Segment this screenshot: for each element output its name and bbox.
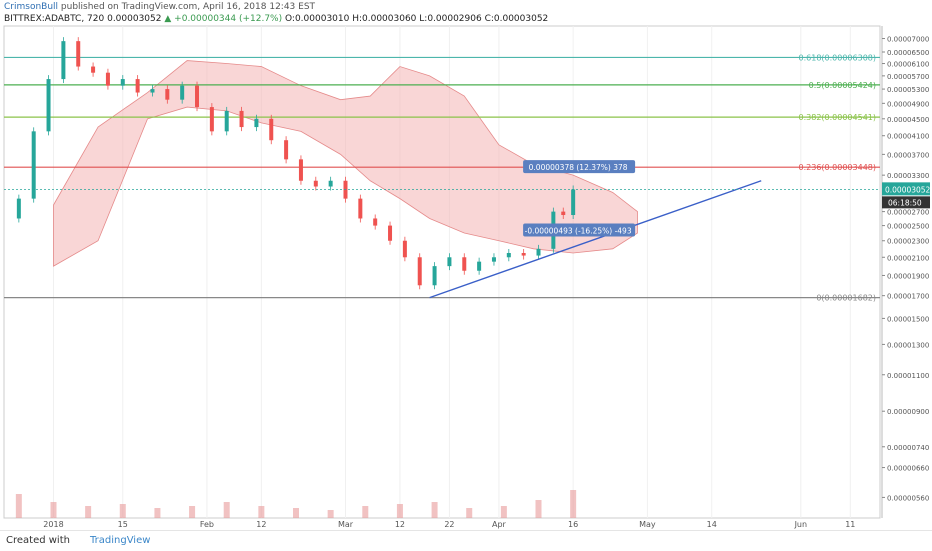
y-tick-label: 0.00006100 (887, 61, 929, 69)
publisher-line: CrimsonBull published on TradingView.com… (4, 2, 315, 12)
measure-badge (523, 223, 636, 237)
trendline[interactable] (429, 180, 762, 299)
y-tick-label: 0.00000660 (887, 465, 929, 473)
author-link[interactable]: CrimsonBull (4, 2, 59, 12)
x-tick-label: 14 (707, 520, 717, 529)
y-tick-label: 0.00005300 (887, 86, 929, 94)
y-tick-label: 0.00001100 (887, 372, 929, 380)
tradingview-brand[interactable]: TradingView (90, 535, 151, 546)
fib-level-label: 0(0.00001682) (816, 294, 876, 303)
y-tick-label: 0.00002300 (887, 238, 929, 246)
ichimoku-cloud (53, 60, 638, 267)
x-tick-label: 15 (118, 520, 128, 529)
last-price: 0.00003052 (107, 14, 162, 24)
x-tick-label: 16 (568, 520, 578, 529)
x-tick-label: Apr (492, 520, 507, 529)
last-price-label: 0.00003052 (885, 185, 931, 194)
x-tick-label: 12 (395, 520, 405, 529)
fib-level-label: 0.618(0.00006308) (799, 53, 877, 62)
x-tick-label: 12 (256, 520, 266, 529)
volume-bar (154, 508, 161, 518)
volume-bar (396, 504, 403, 518)
change-value: +0.00000344 (+12.7%) (174, 14, 283, 24)
measure-badge (523, 160, 636, 174)
created-with-text: Created with (6, 535, 70, 546)
y-tick-label: 0.00001900 (887, 272, 929, 280)
fib-level-label: 0.5(0.00005424) (809, 81, 876, 90)
countdown-label: 06:18:50 (888, 198, 922, 207)
volume-bar (15, 494, 22, 518)
plot-frame (3, 25, 881, 519)
y-tick-label: 0.00004900 (887, 100, 929, 108)
y-tick-label: 0.00000560 (887, 494, 929, 502)
volume-bar (327, 510, 334, 518)
x-tick-label: 2018 (43, 520, 63, 529)
y-tick-label: 0.00000740 (887, 444, 929, 452)
y-tick-label: 0.00002100 (887, 254, 929, 262)
x-tick-label: Feb (200, 520, 214, 529)
volume-bar (189, 506, 196, 518)
y-tick-label: 0.00007000 (887, 36, 929, 44)
volume-bar (258, 506, 265, 518)
volume-bar (500, 506, 507, 518)
y-tick-label: 0.00001700 (887, 293, 929, 301)
measure-label: -0.00000493 (-16.25%) -493 (525, 227, 632, 236)
last-price-badge (882, 182, 930, 196)
y-tick-label: 0.00005700 (887, 73, 929, 81)
price-chart[interactable]: 2018 15 Feb 12 Mar 12 22 Apr 16 May 14 Jun 11 0.00007… (0, 0, 932, 530)
volume-bar (362, 506, 369, 518)
y-tick-label: 0.00003300 (887, 172, 929, 180)
measure-label: 0.00000378 (12.37%) 378 (529, 163, 628, 172)
published-text: published on TradingView.com, April 16, … (60, 2, 316, 12)
x-tick-label: 11 (845, 520, 855, 529)
fib-level-label: 0.236(0.00003448) (799, 163, 877, 172)
volume-bar (570, 490, 577, 518)
symbol[interactable]: BITTREX:ADABTC, 720 (4, 14, 105, 24)
y-tick-label: 0.00000900 (887, 408, 929, 416)
volume-bar (431, 502, 438, 518)
symbol-line: BITTREX:ADABTC, 720 0.00003052 ▲ +0.0000… (4, 14, 548, 24)
x-tick-label: May (639, 520, 656, 529)
change-arrow-icon: ▲ (164, 14, 172, 24)
volume-bar (85, 506, 92, 518)
volume-bar (119, 504, 126, 518)
volume-bar (293, 508, 299, 518)
y-tick-label: 0.00001300 (887, 341, 929, 349)
ohlc-values: O:0.00003010 H:0.00003060 L:0.00002906 C… (285, 14, 549, 24)
y-tick-label: 0.00001500 (887, 315, 929, 323)
fib-level-label: 0.382(0.00004541) (799, 113, 877, 122)
countdown-badge (882, 196, 930, 209)
x-tick-label: 22 (444, 520, 454, 529)
y-tick-label: 0.00002700 (887, 209, 929, 217)
y-tick-label: 0.00004100 (887, 133, 929, 141)
x-tick-label: Jun (794, 520, 808, 529)
y-tick-label: 0.00006500 (887, 49, 929, 57)
volume-bar (50, 502, 57, 518)
volume-bar (223, 502, 230, 518)
y-tick-label: 0.00004500 (887, 116, 929, 124)
x-tick-label: Mar (338, 520, 354, 529)
volume-bar (535, 500, 542, 518)
y-tick-label: 0.00003700 (887, 151, 929, 159)
footer: Created with TradingView (0, 530, 932, 551)
y-tick-label: 0.00002500 (887, 223, 929, 231)
volume-bar (466, 508, 473, 518)
